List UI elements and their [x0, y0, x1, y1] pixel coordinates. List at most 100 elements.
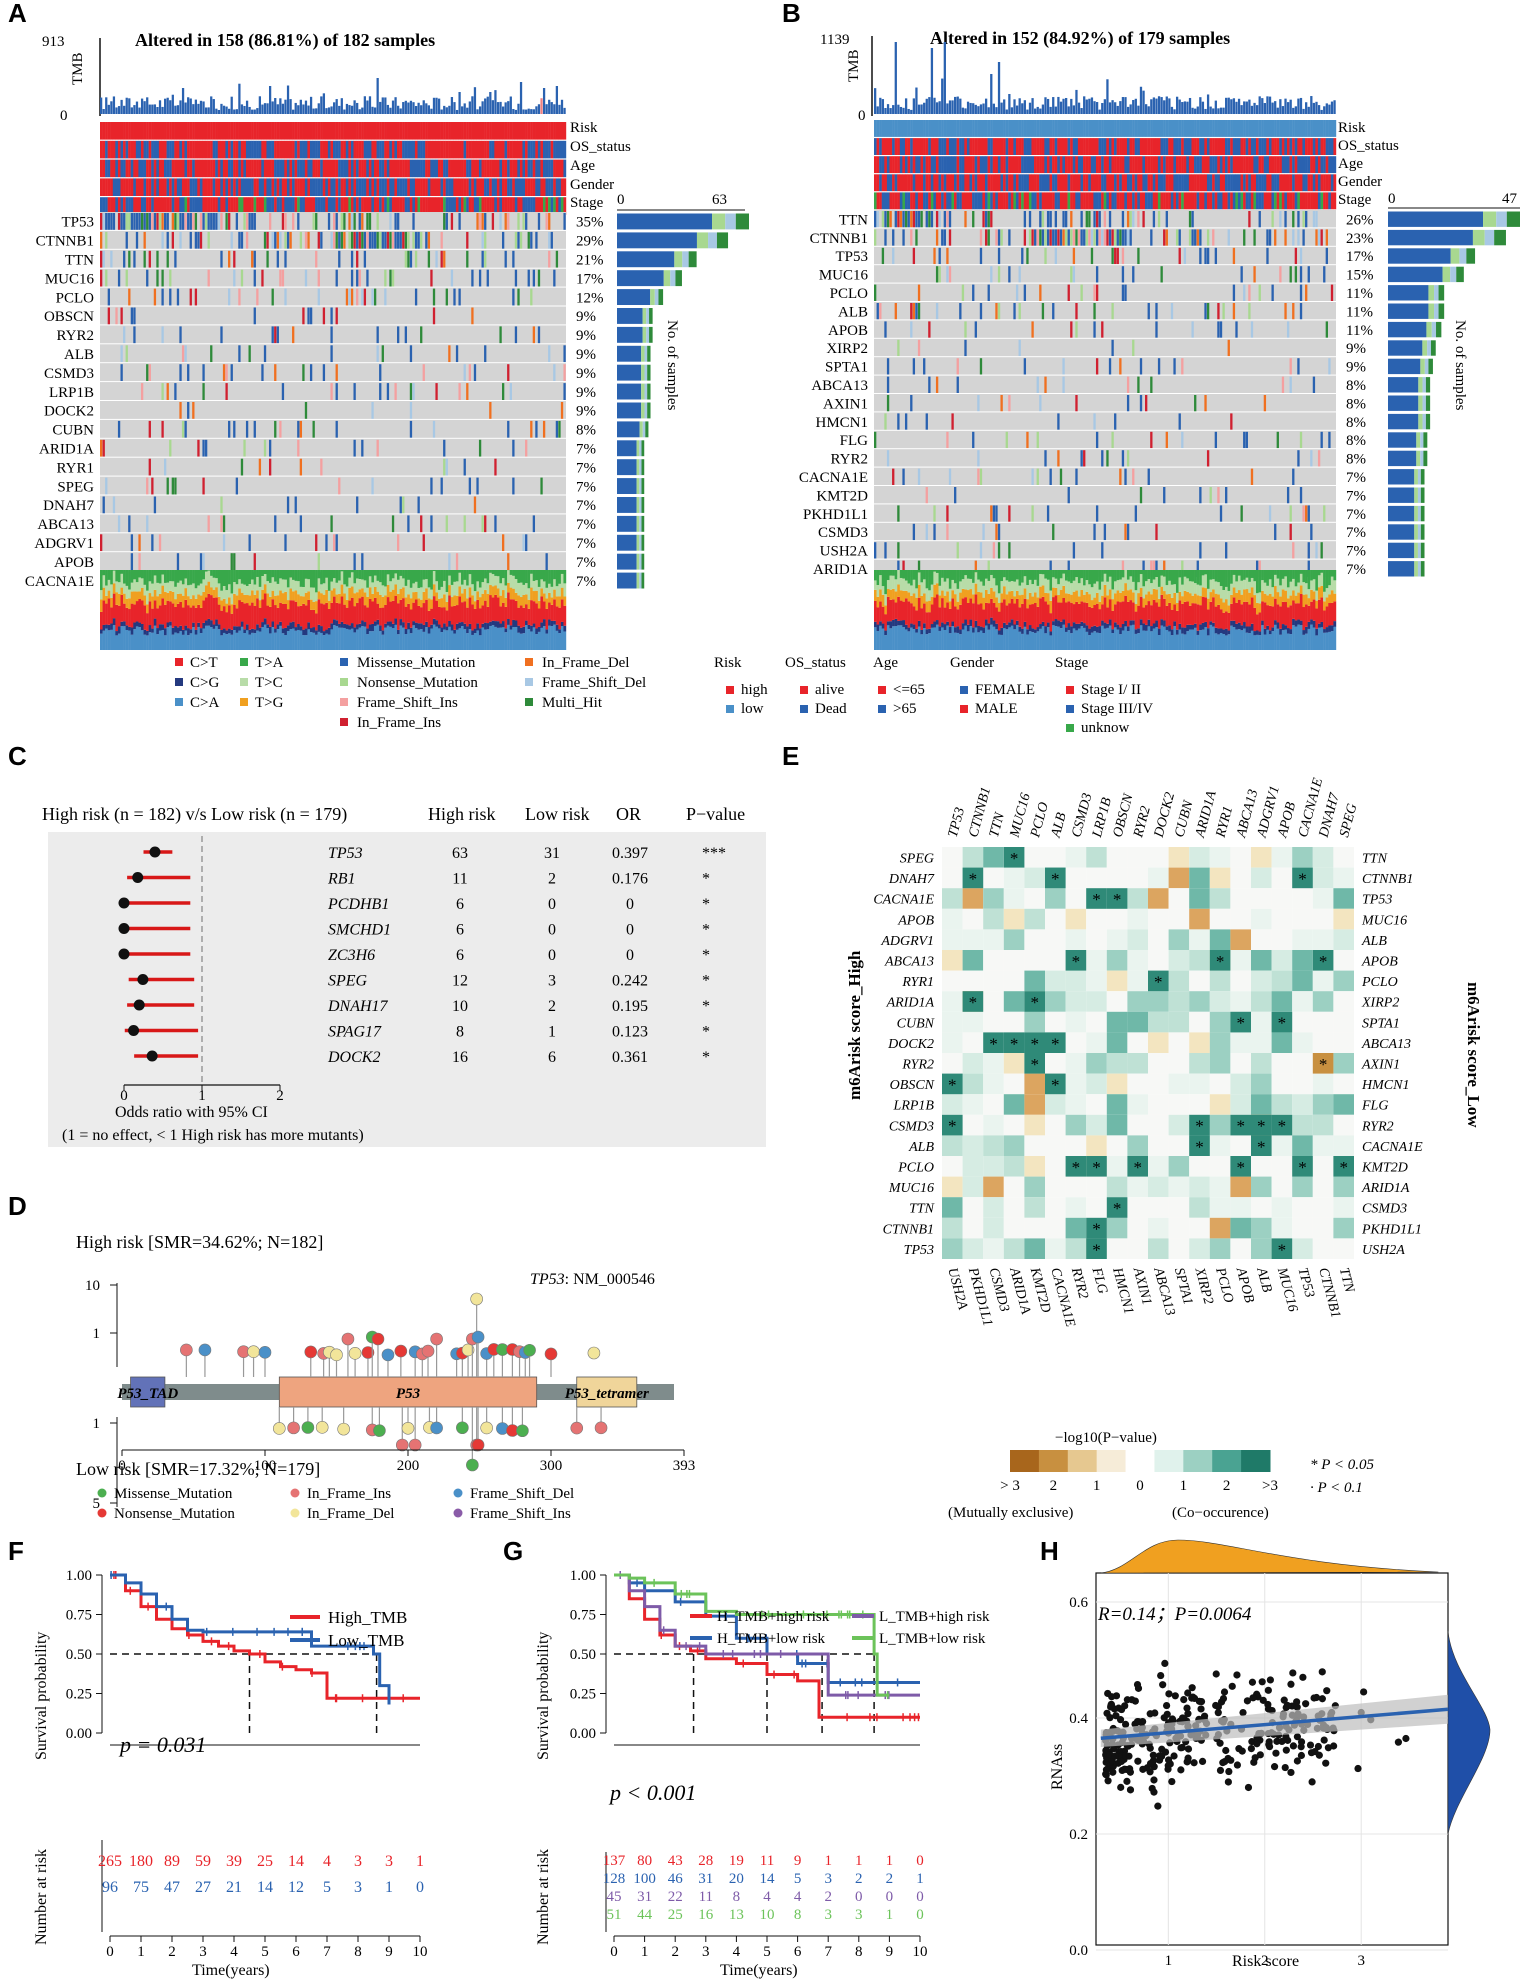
spectrum-segment — [925, 629, 929, 635]
track-cell — [455, 159, 459, 178]
track-cell — [1000, 138, 1004, 155]
spectrum-segment — [530, 570, 533, 574]
spectrum-segment — [315, 570, 318, 593]
track-cell — [1147, 174, 1151, 192]
track-cell — [225, 140, 229, 159]
track-cell — [1103, 192, 1107, 210]
mutation-cell — [1111, 431, 1114, 449]
spectrum-segment — [530, 573, 533, 588]
spectrum-segment — [1034, 592, 1037, 603]
track-cell — [1243, 156, 1246, 174]
spectrum-segment — [484, 590, 487, 601]
spectrum-segment — [560, 587, 564, 600]
mutation-cell — [948, 468, 952, 485]
mutation-cell — [484, 231, 487, 249]
track-cell — [995, 174, 999, 192]
track-cell — [478, 140, 482, 159]
track-cell — [407, 197, 411, 215]
track-cell — [933, 192, 937, 210]
spectrum-segment — [217, 624, 221, 630]
track-cell — [1219, 156, 1223, 174]
mutation-cell — [1095, 431, 1099, 449]
track-cell — [912, 138, 916, 155]
mutation-cell — [938, 247, 941, 265]
track-cell — [151, 197, 154, 215]
spectrum-segment — [274, 595, 277, 606]
spectrum-segment — [338, 593, 341, 604]
tmb-bar — [1268, 96, 1272, 114]
spectrum-segment — [430, 628, 434, 650]
track-cell — [222, 197, 226, 215]
spectrum-segment — [1028, 579, 1032, 593]
tmb-bar — [176, 105, 180, 114]
tmb-bar — [1258, 96, 1261, 114]
mutation-cell — [117, 213, 121, 230]
mutation-cell — [350, 213, 354, 230]
spectrum-segment — [486, 570, 490, 584]
spectrum-segment — [453, 595, 457, 606]
tmb-bar — [115, 107, 118, 114]
track-cell — [1253, 192, 1257, 210]
spectrum-segment — [874, 621, 877, 628]
spectrum-segment — [284, 570, 288, 580]
track-cell — [297, 178, 300, 196]
mutation-cell — [1046, 505, 1050, 522]
spectrum-segment — [100, 590, 103, 600]
panel-a-oncoprint-grid — [100, 212, 566, 590]
spectrum-segment — [476, 630, 480, 650]
mutation-cell — [394, 383, 397, 400]
tmb-bar — [990, 74, 993, 114]
mutation-cell — [995, 523, 998, 541]
spectrum-segment — [527, 570, 531, 589]
mutation-cell — [1232, 247, 1236, 265]
spectrum-segment — [935, 620, 939, 625]
spectrum-segment — [330, 629, 334, 650]
spectrum-segment — [555, 570, 559, 587]
spectrum-segment — [504, 606, 508, 629]
gene-bar-segment — [647, 383, 651, 400]
spectrum-segment — [1003, 628, 1006, 650]
track-cell — [1297, 174, 1301, 192]
track-cell — [1108, 138, 1112, 155]
track-cell — [1111, 174, 1115, 192]
track-cell — [422, 197, 426, 215]
spectrum-segment — [335, 570, 339, 583]
track-cell — [1248, 120, 1252, 137]
gene-bar-segment — [644, 402, 648, 419]
track-cell — [261, 122, 265, 140]
gene-bar-segment — [647, 364, 651, 381]
mutation-cell — [363, 288, 367, 306]
spectrum-segment — [292, 591, 295, 601]
spectrum-segment — [997, 611, 1001, 631]
track-cell — [1286, 192, 1290, 210]
mutation-cell — [987, 560, 990, 577]
spectrum-segment — [466, 626, 469, 634]
spectrum-segment — [210, 587, 213, 596]
b-track-gender: Gender — [1338, 174, 1382, 190]
track-cell — [925, 156, 929, 174]
track-cell — [522, 178, 526, 196]
mutation-cell — [397, 231, 400, 249]
track-cell — [427, 159, 431, 178]
track-cell — [1312, 138, 1316, 155]
mutation-cell — [463, 364, 466, 382]
spectrum-segment — [292, 621, 295, 629]
spectrum-segment — [499, 570, 503, 584]
track-cell — [1150, 174, 1153, 192]
track-cell — [563, 178, 567, 196]
mutation-cell — [972, 211, 975, 228]
mutation-cell — [297, 420, 300, 438]
track-cell — [192, 140, 195, 159]
track-cell — [197, 178, 201, 196]
track-cell — [164, 140, 167, 159]
track-cell — [1323, 138, 1326, 155]
mutation-cell — [468, 477, 472, 495]
tmb-bar — [120, 99, 123, 114]
track-cell — [473, 140, 477, 159]
track-cell — [1028, 192, 1032, 210]
spectrum-segment — [179, 570, 183, 581]
track-cell — [245, 197, 249, 215]
spectrum-segment — [1046, 604, 1050, 623]
spectrum-segment — [358, 598, 362, 624]
gene-pct: 9% — [576, 347, 596, 363]
